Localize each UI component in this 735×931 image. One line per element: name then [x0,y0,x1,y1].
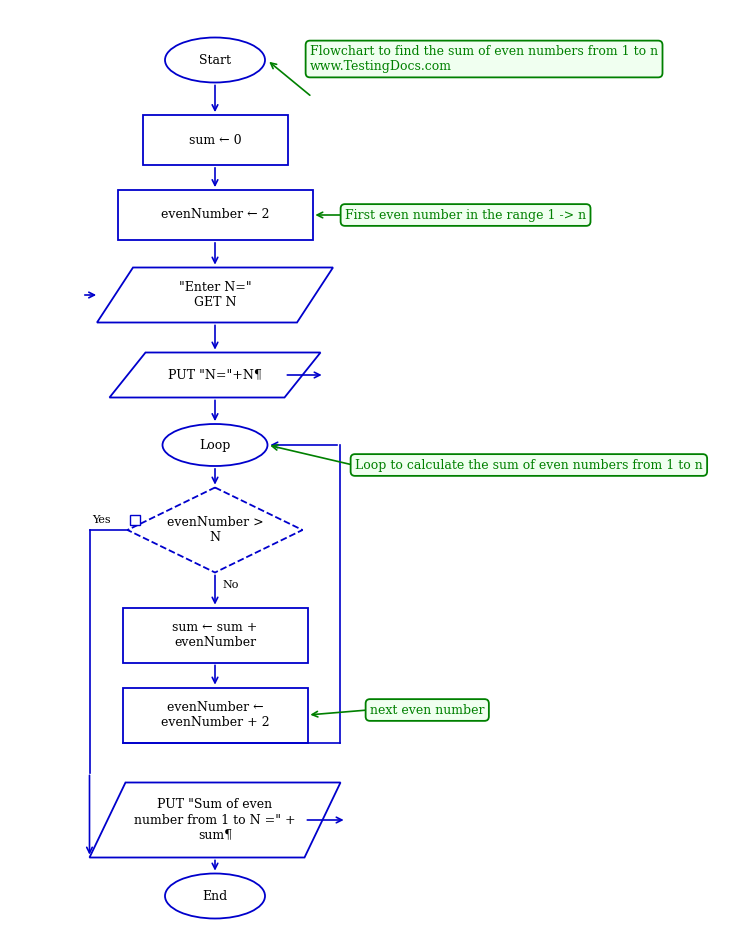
Text: next even number: next even number [370,704,484,717]
Text: Start: Start [199,53,231,66]
Text: evenNumber ← 2: evenNumber ← 2 [161,209,269,222]
Text: PUT "Sum of even
number from 1 to N =" +
sum¶: PUT "Sum of even number from 1 to N =" +… [135,799,295,842]
Text: evenNumber >
N: evenNumber > N [167,516,263,544]
Text: End: End [202,889,228,902]
FancyBboxPatch shape [129,515,140,525]
Text: PUT "N="+N¶: PUT "N="+N¶ [168,369,262,382]
Text: Loop to calculate the sum of even numbers from 1 to n: Loop to calculate the sum of even number… [355,458,703,471]
Text: First even number in the range 1 -> n: First even number in the range 1 -> n [345,209,586,222]
Text: "Enter N="
GET N: "Enter N=" GET N [179,281,251,309]
Text: sum ← 0: sum ← 0 [189,133,241,146]
Text: Flowchart to find the sum of even numbers from 1 to n
www.TestingDocs.com: Flowchart to find the sum of even number… [310,45,658,73]
Text: sum ← sum +
evenNumber: sum ← sum + evenNumber [172,621,258,649]
Text: Yes: Yes [92,515,111,525]
Text: evenNumber ←
evenNumber + 2: evenNumber ← evenNumber + 2 [161,701,269,729]
Text: No: No [222,581,238,590]
Text: Loop: Loop [199,439,231,452]
